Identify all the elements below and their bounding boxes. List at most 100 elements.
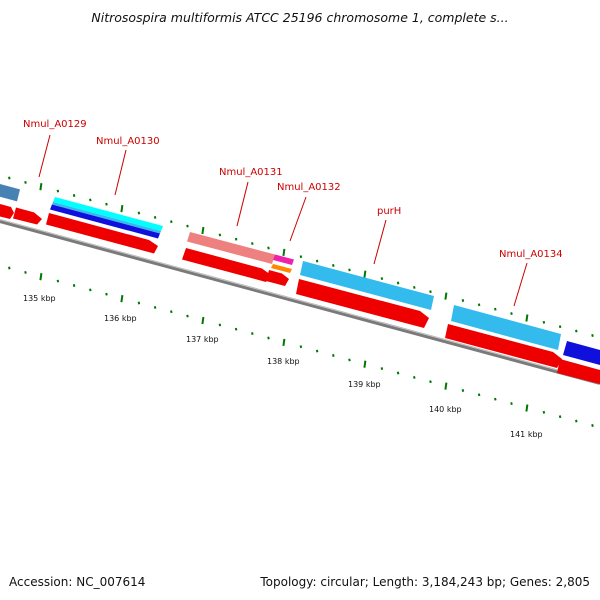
- scale-label-139kbp: 139 kbp: [348, 380, 381, 389]
- minor-tick: [186, 224, 189, 228]
- gene-feature-red-arrow[interactable]: [13, 207, 42, 225]
- gene-feature-red-arrow[interactable]: [46, 213, 158, 254]
- scale-label-136kbp: 136 kbp: [104, 314, 137, 323]
- major-tick: [39, 183, 43, 191]
- minor-tick: [89, 288, 92, 292]
- minor-tick: [89, 198, 92, 202]
- scale-label-141kbp: 141 kbp: [510, 430, 543, 439]
- minor-tick: [251, 242, 254, 246]
- major-tick: [39, 273, 43, 281]
- gene-feature-orange[interactable]: [271, 264, 292, 273]
- minor-tick: [299, 255, 303, 259]
- major-tick: [363, 270, 367, 278]
- gene-feature-magenta[interactable]: [273, 254, 294, 266]
- minor-tick: [153, 215, 157, 219]
- minor-tick: [315, 259, 319, 263]
- gene-feature-cyan[interactable]: [53, 197, 163, 231]
- major-tick: [282, 338, 286, 347]
- minor-tick: [234, 327, 238, 331]
- gene-feature-red-arrow[interactable]: [0, 204, 14, 219]
- gene-feature-blue[interactable]: [50, 204, 160, 239]
- major-tick: [201, 226, 205, 235]
- minor-tick: [348, 358, 351, 362]
- gene-feature-steel[interactable]: [0, 184, 20, 202]
- gene-feature-pink[interactable]: [187, 232, 275, 264]
- minor-tick: [332, 354, 335, 357]
- minor-tick: [591, 334, 594, 337]
- minor-tick: [477, 393, 481, 397]
- major-tick: [363, 360, 367, 368]
- major-tick: [525, 404, 529, 412]
- major-tick: [444, 382, 448, 390]
- minor-tick: [591, 424, 594, 427]
- outer-tick-track: [8, 176, 594, 337]
- scale-label-138kbp: 138 kbp: [267, 357, 300, 366]
- gene-label-nmul-a0132[interactable]: Nmul_A0132: [277, 182, 341, 193]
- minor-tick: [170, 310, 173, 314]
- minor-tick: [24, 270, 27, 274]
- chromosome-backbone: [0, 219, 600, 385]
- minor-tick: [558, 325, 562, 329]
- gene-feature-red-arrow[interactable]: [557, 359, 600, 384]
- gene-feature-lightblue[interactable]: [451, 305, 561, 350]
- minor-tick: [575, 329, 578, 333]
- gene-feature-lightblue[interactable]: [300, 261, 434, 310]
- gene-feature-red-arrow[interactable]: [266, 270, 289, 286]
- major-tick: [120, 204, 124, 213]
- gene-label-nmul-a0129[interactable]: Nmul_A0129: [23, 119, 87, 130]
- gene-feature-lightblue[interactable]: [52, 202, 161, 234]
- minor-tick: [396, 281, 400, 285]
- minor-tick: [494, 307, 497, 311]
- minor-tick: [477, 303, 481, 307]
- gene-label-purh[interactable]: purH: [377, 206, 401, 217]
- minor-tick: [380, 277, 384, 281]
- minor-tick: [56, 279, 60, 283]
- label-leaders: [38, 134, 528, 307]
- gene-feature-red-arrow[interactable]: [182, 248, 271, 282]
- scale-label-137kbp: 137 kbp: [186, 335, 219, 344]
- minor-tick: [105, 292, 108, 296]
- minor-tick: [8, 266, 11, 270]
- minor-tick: [218, 233, 222, 237]
- major-tick: [525, 314, 529, 322]
- minor-tick: [494, 397, 497, 401]
- minor-tick: [72, 194, 76, 197]
- minor-tick: [461, 389, 465, 392]
- minor-tick: [8, 176, 11, 180]
- scale-label-140kbp: 140 kbp: [429, 405, 462, 414]
- gene-label-nmul-a0130[interactable]: Nmul_A0130: [96, 136, 160, 147]
- minor-tick: [251, 332, 254, 336]
- minor-tick: [542, 410, 546, 414]
- gene-feature-red-arrow[interactable]: [445, 324, 562, 368]
- major-tick: [120, 294, 124, 303]
- gene-feature-red-arrow[interactable]: [296, 279, 429, 328]
- minor-tick: [137, 301, 141, 305]
- minor-tick: [429, 290, 432, 294]
- map-title: Nitrosospira multiformis ATCC 25196 chro…: [91, 10, 509, 25]
- minor-tick: [299, 345, 303, 349]
- minor-tick: [267, 246, 270, 250]
- minor-tick: [315, 349, 319, 353]
- minor-tick: [575, 419, 578, 423]
- major-tick: [282, 248, 286, 257]
- genome-summary-text: Topology: circular; Length: 3,184,243 bp…: [260, 575, 590, 589]
- minor-tick: [429, 380, 432, 384]
- minor-tick: [332, 264, 335, 267]
- minor-tick: [348, 268, 351, 272]
- gene-feature-blue[interactable]: [563, 341, 600, 365]
- minor-tick: [461, 299, 465, 302]
- minor-tick: [267, 336, 270, 340]
- minor-tick: [380, 367, 384, 371]
- gene-label-nmul-a0131[interactable]: Nmul_A0131: [219, 167, 283, 178]
- minor-tick: [72, 284, 76, 287]
- minor-tick: [105, 202, 108, 206]
- inner-tick-track: [8, 266, 594, 427]
- scale-label-135kbp: 135 kbp: [23, 294, 56, 303]
- minor-tick: [558, 415, 562, 419]
- minor-tick: [542, 320, 546, 324]
- gene-label-nmul-a0134[interactable]: Nmul_A0134: [499, 249, 563, 260]
- minor-tick: [218, 323, 222, 327]
- minor-tick: [413, 285, 416, 289]
- minor-tick: [24, 180, 27, 184]
